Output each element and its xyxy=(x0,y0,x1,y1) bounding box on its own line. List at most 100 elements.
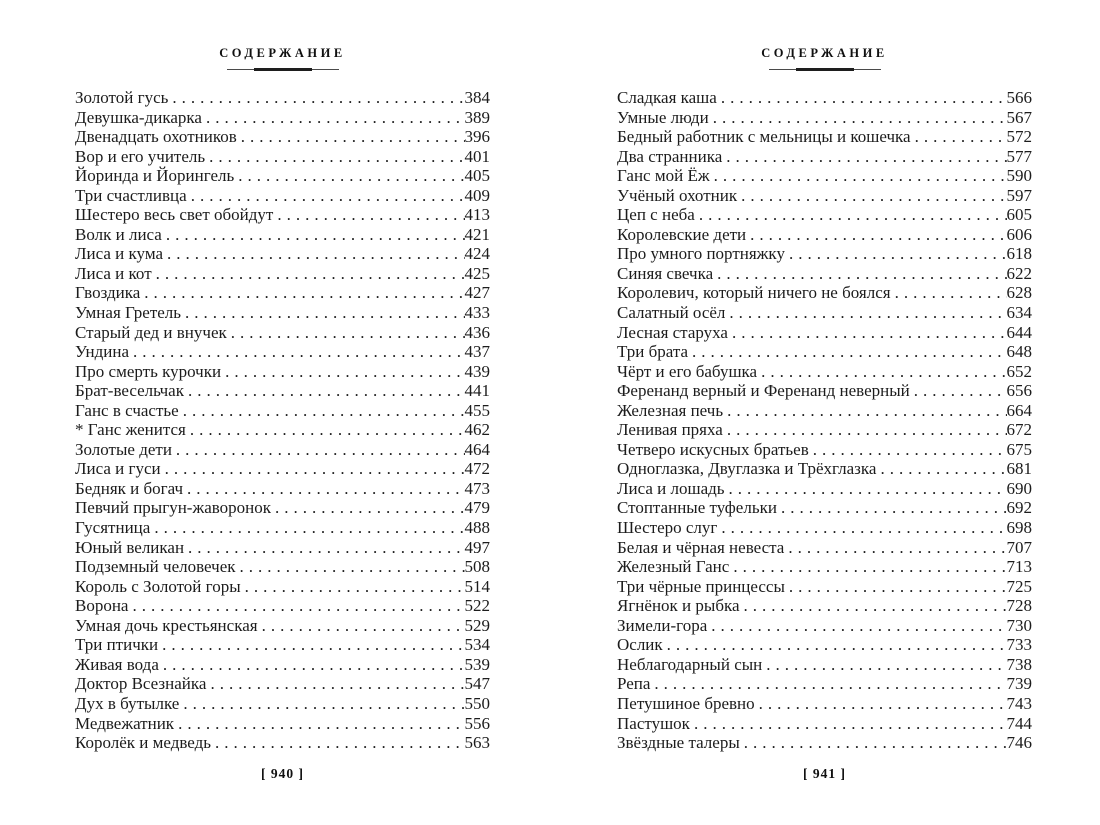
dot-leader xyxy=(237,127,465,147)
entry-title: Подземный человечек xyxy=(75,557,236,577)
dot-leader xyxy=(717,88,1007,108)
entry-title: Живая вода xyxy=(75,654,159,674)
entry-page-number: 396 xyxy=(464,127,491,147)
toc-entry: * Ганс женится 462 xyxy=(75,420,490,440)
entry-title: Королевич, который ничего не боялся xyxy=(617,283,891,303)
dot-leader xyxy=(181,303,464,323)
entry-title: Король с Золотой горы xyxy=(75,576,241,596)
entry-title: Три чёрные принцессы xyxy=(617,576,785,596)
entry-title: * Ганс женится xyxy=(75,420,186,440)
toc-entry: Шестеро весь свет обойдут 413 xyxy=(75,205,490,225)
entry-page-number: 405 xyxy=(464,166,491,186)
dot-leader xyxy=(725,303,1006,323)
entry-page-number: 409 xyxy=(464,185,491,205)
toc-entry: Железный Ганс 713 xyxy=(617,557,1032,577)
toc-entry: Юный великан 497 xyxy=(75,538,490,558)
dot-leader xyxy=(187,186,465,206)
toc-entry: Королевич, который ничего не боялся 628 xyxy=(617,283,1032,303)
dot-leader xyxy=(128,596,464,616)
toc-entry: Сладкая каша 566 xyxy=(617,88,1032,108)
entry-title: Йоринда и Йорингель xyxy=(75,166,235,186)
dot-leader xyxy=(710,166,1007,186)
entry-page-number: 473 xyxy=(464,478,491,498)
dot-leader xyxy=(746,225,1006,245)
dot-leader xyxy=(162,225,465,245)
toc-entry: Умные люди 567 xyxy=(617,108,1032,128)
dot-leader xyxy=(163,244,464,264)
dot-leader xyxy=(690,714,1007,734)
entry-title: Ганс в счастье xyxy=(75,400,179,420)
dot-leader xyxy=(211,733,464,753)
entry-title: Королевские дети xyxy=(617,224,747,244)
entry-title: Гвоздика xyxy=(75,283,141,303)
dot-leader xyxy=(717,518,1006,538)
entry-page-number: 421 xyxy=(464,224,491,244)
toc-entry: Железная печь 664 xyxy=(617,401,1032,421)
page-title: СОДЕРЖАНИЕ xyxy=(761,46,888,60)
entry-page-number: 508 xyxy=(464,557,491,577)
toc-entry: Вор и его учитель 401 xyxy=(75,147,490,167)
toc-entry: Королёк и медведь 563 xyxy=(75,733,490,753)
page-number-folio: [ 941 ] xyxy=(803,765,846,781)
entry-title: Двенадцать охотников xyxy=(75,127,237,147)
page-number-folio: [ 940 ] xyxy=(261,765,304,781)
entry-page-number: 648 xyxy=(1006,342,1033,362)
entry-title: Вор и его учитель xyxy=(75,146,206,166)
dot-leader xyxy=(227,323,465,343)
toc-entry: Репа 739 xyxy=(617,674,1032,694)
entry-page-number: 733 xyxy=(1006,635,1033,655)
dot-leader xyxy=(785,244,1007,264)
dot-leader xyxy=(891,283,1007,303)
entry-page-number: 479 xyxy=(464,498,491,518)
toc-entry: Про умного портняжку 618 xyxy=(617,244,1032,264)
dot-leader xyxy=(725,479,1007,499)
toc-entry: Ганс в счастье 455 xyxy=(75,401,490,421)
toc-entry: Умная Гретель 433 xyxy=(75,303,490,323)
dot-leader xyxy=(150,518,464,538)
toc-entry: Ягнёнок и рыбка 728 xyxy=(617,596,1032,616)
entry-page-number: 522 xyxy=(464,596,491,616)
entry-page-number: 692 xyxy=(1006,498,1033,518)
entry-title: Певчий прыгун-жаворонок xyxy=(75,498,272,518)
toc-entry: Шестеро слуг 698 xyxy=(617,518,1032,538)
entry-page-number: 413 xyxy=(464,205,491,225)
toc-entry: Доктор Всезнайка 547 xyxy=(75,674,490,694)
toc-entry: Йоринда и Йорингель 405 xyxy=(75,166,490,186)
toc-entry: Одноглазка, Двуглазка и Трёхглазка 681 xyxy=(617,459,1032,479)
toc-entry: Ференанд верный и Ференанд неверный 656 xyxy=(617,381,1032,401)
entry-title: Про умного портняжку xyxy=(617,244,785,264)
toc-page-left: СОДЕРЖАНИЕ Золотой гусь384Девушка-дикарк… xyxy=(75,46,490,782)
entry-title: Старый дед и внучек xyxy=(75,322,227,342)
dot-leader xyxy=(688,342,1006,362)
toc-entry: Дух в бутылке 550 xyxy=(75,694,490,714)
entry-title: Лесная старуха xyxy=(617,322,728,342)
toc-entry: Ворона 522 xyxy=(75,596,490,616)
dot-leader xyxy=(757,362,1006,382)
toc-entry: Золотой гусь 384 xyxy=(75,88,490,108)
entry-title: Неблагодарный сын xyxy=(617,654,763,674)
entry-page-number: 464 xyxy=(464,439,491,459)
entry-title: Дух в бутылке xyxy=(75,693,180,713)
entry-title: Два странника xyxy=(617,146,723,166)
dot-leader xyxy=(911,127,1007,147)
dot-leader xyxy=(183,479,464,499)
dot-leader xyxy=(159,655,465,675)
toc-entry: Три брата 648 xyxy=(617,342,1032,362)
entry-page-number: 441 xyxy=(464,381,491,401)
toc-entry: Три птички 534 xyxy=(75,635,490,655)
toc-list: Золотой гусь384Девушка-дикарка389Двенадц… xyxy=(75,88,490,753)
entry-title: Медвежатник xyxy=(75,713,175,733)
dot-leader xyxy=(258,616,465,636)
dot-leader xyxy=(205,147,464,167)
toc-entry: Белая и чёрная невеста 707 xyxy=(617,538,1032,558)
entry-title: Железный Ганс xyxy=(617,557,730,577)
entry-title: Золотые дети xyxy=(75,439,172,459)
entry-page-number: 664 xyxy=(1006,400,1033,420)
toc-entry: Ослик 733 xyxy=(617,635,1032,655)
entry-page-number: 439 xyxy=(464,361,491,381)
toc-entry: Гвоздика 427 xyxy=(75,283,490,303)
toc-entry: Чёрт и его бабушка 652 xyxy=(617,362,1032,382)
entry-title: Стоптанные туфельки xyxy=(617,498,777,518)
entry-title: Доктор Всезнайка xyxy=(75,674,207,694)
dot-leader xyxy=(186,420,465,440)
